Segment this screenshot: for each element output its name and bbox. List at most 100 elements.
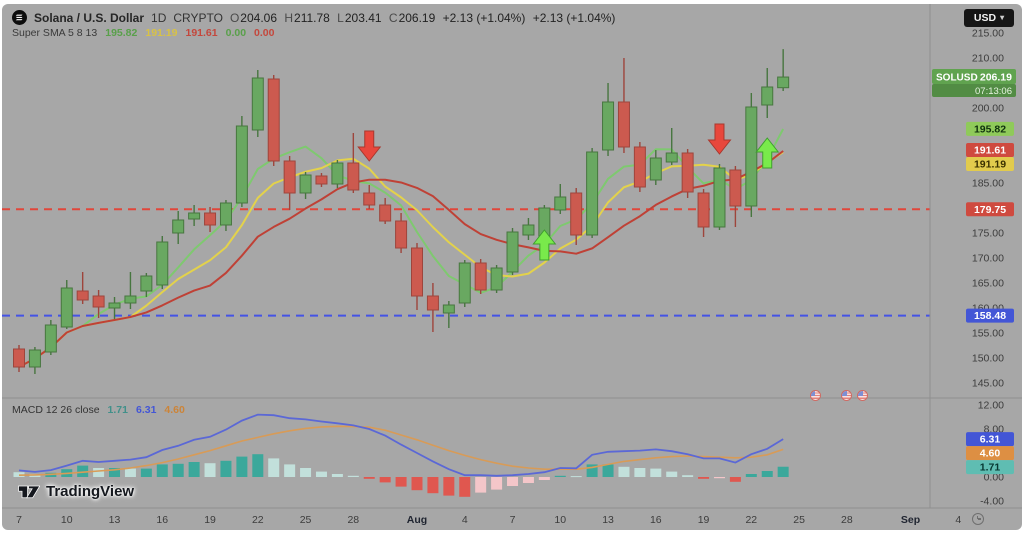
- macd-histogram-bar: [729, 477, 741, 482]
- candle-body: [729, 169, 742, 207]
- macd-histogram-bar: [188, 462, 200, 477]
- candle-body: [777, 76, 790, 89]
- candle-body: [204, 212, 217, 226]
- chevron-down-icon: ▾: [1000, 13, 1005, 22]
- candle: [379, 198, 392, 224]
- axis-price-label-text: 6.31: [980, 434, 1001, 446]
- candle: [633, 142, 646, 192]
- candle: [570, 188, 583, 245]
- macd-histogram-bar: [682, 475, 694, 477]
- candle: [44, 320, 57, 355]
- candle: [665, 128, 678, 165]
- candle: [426, 283, 439, 332]
- interval-selector[interactable]: 1D: [151, 10, 167, 25]
- macd-histogram-bar: [331, 474, 343, 477]
- candle-body: [172, 219, 185, 234]
- candle-body: [140, 275, 153, 292]
- macd-histogram-bar: [554, 475, 566, 477]
- symbol-legend[interactable]: Solana / U.S. Dollar 1D CRYPTO O204.06 H…: [12, 10, 619, 25]
- candle-body: [124, 295, 137, 304]
- candle: [347, 133, 360, 193]
- high-value: 211.78: [294, 10, 330, 25]
- macd-line-value: 6.31: [135, 404, 157, 416]
- candle-body: [395, 220, 408, 249]
- candle-body: [251, 77, 264, 131]
- axis-price-label: 4.60: [966, 446, 1014, 461]
- candle: [697, 189, 710, 237]
- candle: [156, 236, 169, 289]
- solana-logo-icon: [12, 10, 27, 25]
- change-percent: +2.13 (+1.04%): [532, 10, 616, 25]
- sell-signal-arrow-icon: [357, 130, 382, 162]
- macd-histogram-bar: [507, 477, 519, 486]
- candle: [28, 347, 41, 374]
- candle-body: [458, 262, 471, 304]
- macd-histogram-bar: [602, 464, 614, 477]
- current-price-countdown-bg: [932, 84, 1016, 98]
- macd-histogram-bar: [172, 463, 184, 477]
- low-value: 203.41: [344, 10, 382, 25]
- macd-line: [18, 413, 784, 477]
- macd-histogram-bar: [347, 475, 359, 477]
- axis-price-label-text: 1.71: [980, 462, 1001, 474]
- axis-price-label-bg: [966, 156, 1014, 171]
- time-tick-label: 19: [204, 514, 216, 526]
- macd-histogram-bar: [204, 463, 216, 477]
- axis-price-label: 6.31: [966, 432, 1014, 447]
- macd-histogram-bar: [77, 465, 89, 477]
- sma8-value: 191.19: [145, 27, 178, 39]
- macd-histogram-bar: [761, 471, 773, 477]
- candle-body: [554, 196, 567, 211]
- candle: [283, 156, 296, 210]
- timezone-clock-icon[interactable]: [972, 513, 984, 525]
- price-chart-svg[interactable]: 215.00 210.00 200.00 185.00 175.00 170.00 165.…: [2, 4, 1022, 530]
- macd-histogram-bar: [443, 477, 455, 496]
- symbol-name[interactable]: Solana / U.S. Dollar: [34, 10, 145, 25]
- candle: [76, 272, 89, 304]
- candlestick-series: [13, 49, 790, 374]
- axis-price-label-text: 195.82: [974, 123, 1006, 135]
- tradingview-watermark[interactable]: TradingView: [18, 482, 134, 500]
- candle-body: [188, 212, 201, 220]
- us-flag-event-icon[interactable]: [809, 390, 821, 401]
- us-flag-event-icon[interactable]: [841, 390, 853, 401]
- macd-indicator-legend[interactable]: MACD 12 26 close 1.71 6.31 4.60: [12, 404, 185, 416]
- axis-price-label-bg: [966, 432, 1014, 447]
- candle: [108, 297, 121, 319]
- time-tick-label: 16: [650, 514, 662, 526]
- macd-histogram-bar: [570, 476, 582, 478]
- market-type: CRYPTO: [173, 10, 223, 25]
- sma-extra-value-1: 0.00: [225, 27, 247, 39]
- price-tick-label: 165.00: [972, 278, 1004, 290]
- candle-body: [76, 290, 89, 301]
- sma-indicator-legend[interactable]: Super SMA 5 8 13 195.82 191.19 191.61 0.…: [12, 27, 274, 39]
- sma8-line: [18, 151, 784, 368]
- time-tick-label: 16: [156, 514, 168, 526]
- macd-histogram-bar: [459, 477, 471, 497]
- macd-tick-label: 0.00: [984, 472, 1005, 484]
- axis-price-label-text: 179.75: [974, 204, 1006, 216]
- macd-indicator-title[interactable]: MACD 12 26 close: [12, 404, 100, 416]
- axis-price-label: 191.19: [966, 156, 1014, 171]
- time-tick-label: 7: [16, 514, 22, 526]
- candle-body: [283, 160, 296, 194]
- axis-price-label-text: 158.48: [974, 310, 1006, 322]
- candle-body: [235, 125, 248, 204]
- high-label: H: [284, 10, 294, 25]
- axis-price-label-bg: [966, 202, 1014, 217]
- sma-indicator-title[interactable]: Super SMA 5 8 13: [12, 27, 98, 39]
- candle: [586, 148, 599, 238]
- price-axis[interactable]: 215.00 210.00 200.00 185.00 175.00 170.00 165.…: [972, 28, 1004, 508]
- price-tick-label: 150.00: [972, 353, 1004, 365]
- currency-toggle-button[interactable]: USD ▾: [964, 9, 1014, 27]
- chart-panel[interactable]: 215.00 210.00 200.00 185.00 175.00 170.00 165.…: [2, 4, 1022, 530]
- macd-histogram-bar: [395, 477, 407, 487]
- change-value: +2.13 (+1.04%): [442, 10, 526, 25]
- macd-histogram-bar: [252, 454, 264, 477]
- us-flag-event-icon[interactable]: [857, 390, 869, 401]
- axis-price-label: 191.61: [966, 142, 1014, 157]
- macd-histogram-bar: [109, 468, 121, 477]
- candle-body: [92, 295, 105, 308]
- candle: [713, 164, 726, 230]
- time-axis[interactable]: 7 10 13 16 19 22 25 28 Aug 4 7 10 13 16 19 22 25 28 Sep 4: [16, 514, 961, 526]
